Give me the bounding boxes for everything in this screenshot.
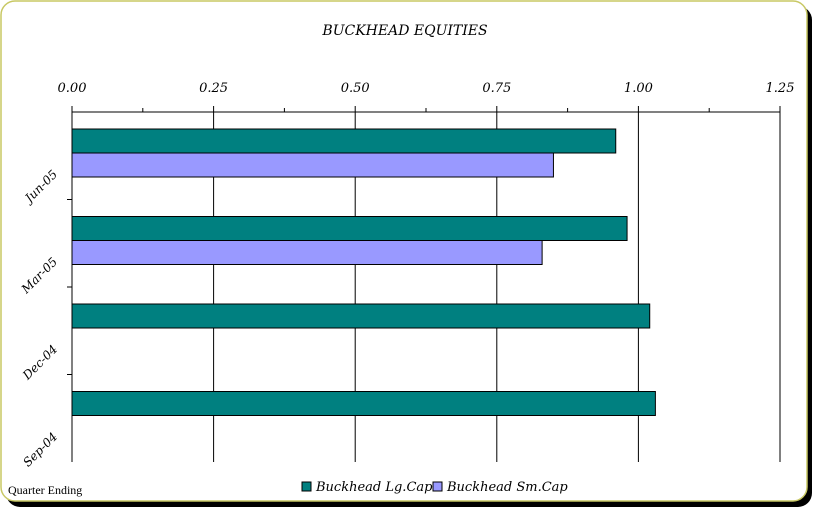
- x-tick-label: 0.25: [199, 81, 228, 96]
- bar-Mar-05-1: [71, 240, 543, 265]
- legend-swatch-1: [432, 481, 443, 492]
- bar-Jun-05-1: [71, 152, 554, 178]
- legend-label: Buckhead Lg.Cap: [315, 480, 433, 495]
- legend-swatch-0: [301, 481, 312, 492]
- bar-Mar-05-0: [71, 216, 628, 241]
- y-axis-label: Quarter Ending: [8, 483, 82, 497]
- x-tick-label: 0.75: [482, 81, 511, 96]
- x-tick-label: 0.00: [58, 81, 87, 96]
- chart-title: BUCKHEAD EQUITIES: [321, 23, 487, 39]
- x-tick-label: 1.00: [624, 81, 653, 96]
- bar-Dec-04-0: [71, 303, 651, 329]
- bar-Jun-05-0: [71, 128, 617, 154]
- legend-label: Buckhead Sm.Cap: [446, 480, 568, 495]
- bar-Sep-04-0: [71, 391, 656, 416]
- legend: Buckhead Lg.Cap Buckhead Sm.Cap: [301, 480, 568, 495]
- x-tick-label: 1.25: [766, 81, 795, 96]
- x-tick-label: 0.50: [341, 81, 370, 96]
